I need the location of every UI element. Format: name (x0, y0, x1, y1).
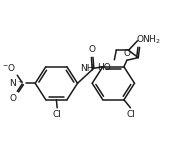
Text: O: O (136, 35, 144, 44)
Text: O: O (123, 49, 130, 58)
Text: $^{-}$O: $^{-}$O (2, 62, 16, 73)
Text: NH$_2$: NH$_2$ (142, 33, 161, 46)
Text: HO: HO (97, 63, 111, 72)
Text: N$^+$: N$^+$ (9, 77, 23, 89)
Text: O: O (9, 94, 16, 103)
Text: NH: NH (80, 64, 93, 73)
Text: Cl: Cl (53, 110, 62, 119)
Text: Cl: Cl (127, 110, 135, 119)
Text: O: O (89, 45, 96, 54)
